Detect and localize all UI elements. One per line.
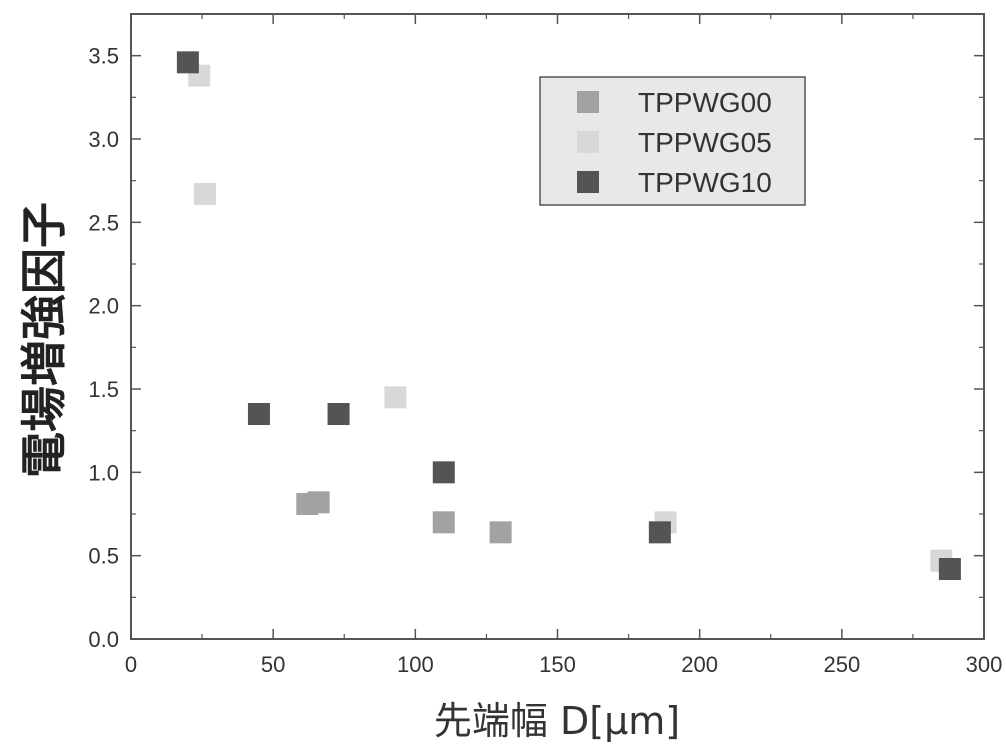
data-point-tppwg10 (247, 403, 270, 425)
x-tick-label: 0 (125, 652, 137, 677)
legend-swatch (577, 171, 599, 193)
legend-label: TPPWG05 (638, 127, 772, 158)
data-point-tppwg10 (432, 461, 455, 484)
data-point-tppwg00 (489, 521, 512, 544)
x-tick-label: 250 (823, 652, 860, 677)
x-tick-label: 300 (966, 652, 1003, 677)
legend-swatch (577, 91, 599, 113)
data-point-tppwg05 (193, 183, 216, 205)
y-axis-label: 電場増強因子 (17, 202, 71, 478)
legend: TPPWG00 TPPWG05 TPPWG10 (539, 76, 806, 206)
x-axis-ticks: 0 50 100 150 200 250 300 (125, 14, 1002, 677)
legend-swatch (577, 131, 599, 153)
y-tick-label: 0.0 (88, 627, 119, 652)
x-tick-label: 200 (681, 652, 718, 677)
legend-label: TPPWG10 (638, 167, 772, 198)
y-tick-label: 0.5 (88, 544, 119, 569)
y-tick-label: 2.0 (88, 294, 119, 319)
data-point-tppwg10 (327, 403, 350, 425)
data-point-tppwg10 (648, 521, 671, 544)
y-tick-label: 1.0 (88, 460, 119, 485)
x-axis-label: 先端幅 D[μm] (434, 699, 680, 743)
legend-label: TPPWG00 (638, 87, 772, 118)
y-tick-label: 2.5 (88, 210, 119, 235)
data-point-tppwg00 (307, 491, 330, 514)
data-point-tppwg10 (938, 558, 961, 580)
x-tick-label: 50 (261, 652, 285, 677)
y-tick-label: 3.0 (88, 127, 119, 152)
x-tick-label: 150 (539, 652, 576, 677)
data-points (176, 51, 961, 580)
data-point-tppwg10 (176, 51, 199, 74)
data-point-tppwg00 (432, 511, 455, 534)
y-tick-label: 3.5 (88, 44, 119, 69)
x-tick-label: 100 (397, 652, 434, 677)
data-point-tppwg05 (384, 386, 407, 409)
y-axis-ticks: 0.0 0.5 1.0 1.5 2.0 2.5 3.0 3.5 (88, 44, 984, 652)
y-tick-label: 1.5 (88, 377, 119, 402)
